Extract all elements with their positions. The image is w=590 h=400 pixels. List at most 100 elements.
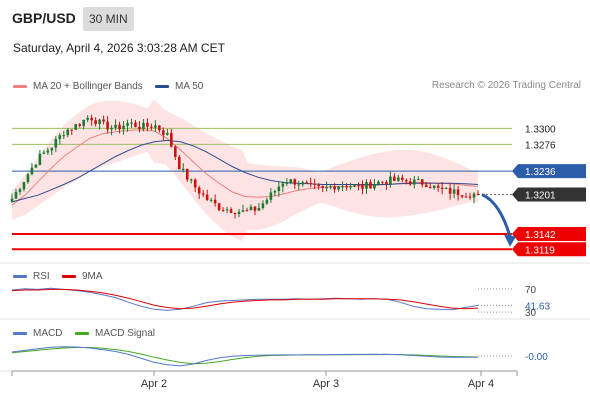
candle-body — [464, 196, 468, 198]
legend-item-ma50: MA 50 — [155, 80, 203, 94]
candle-body — [401, 177, 404, 181]
candle-body — [333, 186, 336, 190]
candle-body — [385, 182, 388, 185]
candle-body — [181, 168, 185, 170]
level-tag-support — [512, 242, 586, 257]
candle-body — [50, 147, 54, 151]
candle-body — [154, 125, 157, 128]
candle-body — [62, 135, 66, 137]
candle-body — [18, 189, 22, 192]
candle-body — [397, 177, 400, 181]
candle-body — [138, 126, 141, 130]
timestamp: Saturday, April 4, 2026 3:03:28 AM CET — [13, 41, 225, 55]
x-tick-label: Apr 3 — [313, 378, 339, 390]
candle-body — [377, 181, 380, 185]
legend-item-rsi: RSI — [13, 270, 50, 284]
candle-body — [106, 121, 109, 130]
candle-body — [321, 186, 324, 188]
candle-body — [134, 122, 137, 127]
candle-body — [281, 183, 285, 187]
legend-label-ma50: MA 50 — [175, 81, 204, 92]
candle-body — [313, 183, 317, 185]
candle-body — [289, 179, 293, 183]
candle-body — [424, 184, 428, 187]
candle-body — [393, 176, 396, 181]
candle-body — [357, 184, 360, 186]
ma20-line — [11, 129, 479, 206]
candle-body — [122, 125, 125, 130]
candle-body — [297, 184, 301, 186]
ma50-swatch — [155, 84, 169, 88]
candle-body — [209, 199, 213, 201]
candle-body — [416, 179, 420, 181]
level-label-support: 1.3119 — [525, 245, 555, 256]
legend-item-rsi-ma: 9MA — [62, 270, 103, 284]
rsi-tick-label: 30 — [525, 308, 537, 319]
candle-body — [261, 203, 265, 209]
candle-body — [349, 186, 352, 188]
candle-body — [14, 191, 18, 199]
candle-body — [142, 122, 145, 130]
candle-body — [185, 168, 189, 180]
level-label-resistance: 1.3300 — [525, 124, 556, 135]
candle-body — [317, 184, 320, 187]
candle-body — [472, 193, 476, 198]
macd-tick-label: -0.00 — [525, 352, 548, 363]
legend-item-ma20: MA 20 + Bollinger Bands — [13, 80, 143, 94]
candle-body — [70, 129, 74, 131]
candle-body — [118, 124, 121, 130]
candle-body — [66, 129, 70, 136]
candle-body — [225, 209, 229, 211]
candle-body — [373, 184, 376, 189]
candle-body — [341, 186, 344, 188]
rsi-tick-label: 41.63 — [525, 301, 550, 312]
candle-body — [265, 199, 269, 204]
candle-body — [54, 138, 58, 148]
timeframe-badge[interactable]: 30 MIN — [83, 7, 134, 31]
forecast-arrowhead — [504, 234, 516, 247]
candle-body — [46, 150, 50, 153]
candle-body — [456, 189, 460, 196]
copyright-note: Research © 2026 Trading Central — [431, 80, 581, 91]
candle-body — [110, 127, 113, 130]
rsi-ma-swatch — [62, 274, 76, 278]
candle-body — [233, 212, 237, 214]
legend-label-macd: MACD — [33, 328, 63, 339]
level-tag-last — [512, 187, 586, 202]
candle-body — [197, 187, 201, 194]
candle-body — [130, 122, 133, 124]
candle-body — [412, 179, 416, 185]
legend-label-macd-signal: MACD Signal — [95, 328, 156, 339]
candle-body — [448, 187, 452, 194]
macd-line — [11, 346, 478, 367]
candle-body — [146, 122, 149, 127]
candle-body — [86, 117, 89, 120]
candle-body — [305, 182, 309, 184]
candle-body — [126, 123, 129, 126]
macd-signal-swatch — [75, 331, 89, 335]
candle-body — [337, 186, 340, 190]
candle-body — [229, 209, 233, 213]
level-tag-pivot — [512, 164, 586, 179]
rsi-tick-label: 70 — [525, 285, 537, 296]
chart-header: GBP/USD 30 MIN Saturday, April 4, 2026 3… — [0, 0, 590, 70]
candle-body — [440, 187, 444, 190]
candle-body — [237, 211, 241, 214]
candle-body — [389, 176, 392, 185]
candle-body — [381, 181, 384, 183]
forecast-arrow — [481, 193, 512, 238]
ma20-swatch — [13, 84, 27, 88]
candle-body — [452, 189, 456, 194]
level-label-pivot: 1.3236 — [525, 167, 556, 178]
level-label-last: 1.3201 — [525, 191, 556, 202]
macd-swatch — [13, 331, 27, 335]
candle-body — [173, 146, 177, 157]
candle-body — [249, 206, 253, 211]
legend-item-macd: MACD — [13, 327, 62, 341]
legend-label-rsi-ma: 9MA — [82, 271, 103, 282]
legend-item-macd-signal: MACD Signal — [75, 327, 155, 341]
candle-body — [90, 117, 93, 121]
candle-body — [170, 132, 173, 147]
candle-body — [42, 152, 46, 154]
candle-body — [285, 182, 289, 184]
